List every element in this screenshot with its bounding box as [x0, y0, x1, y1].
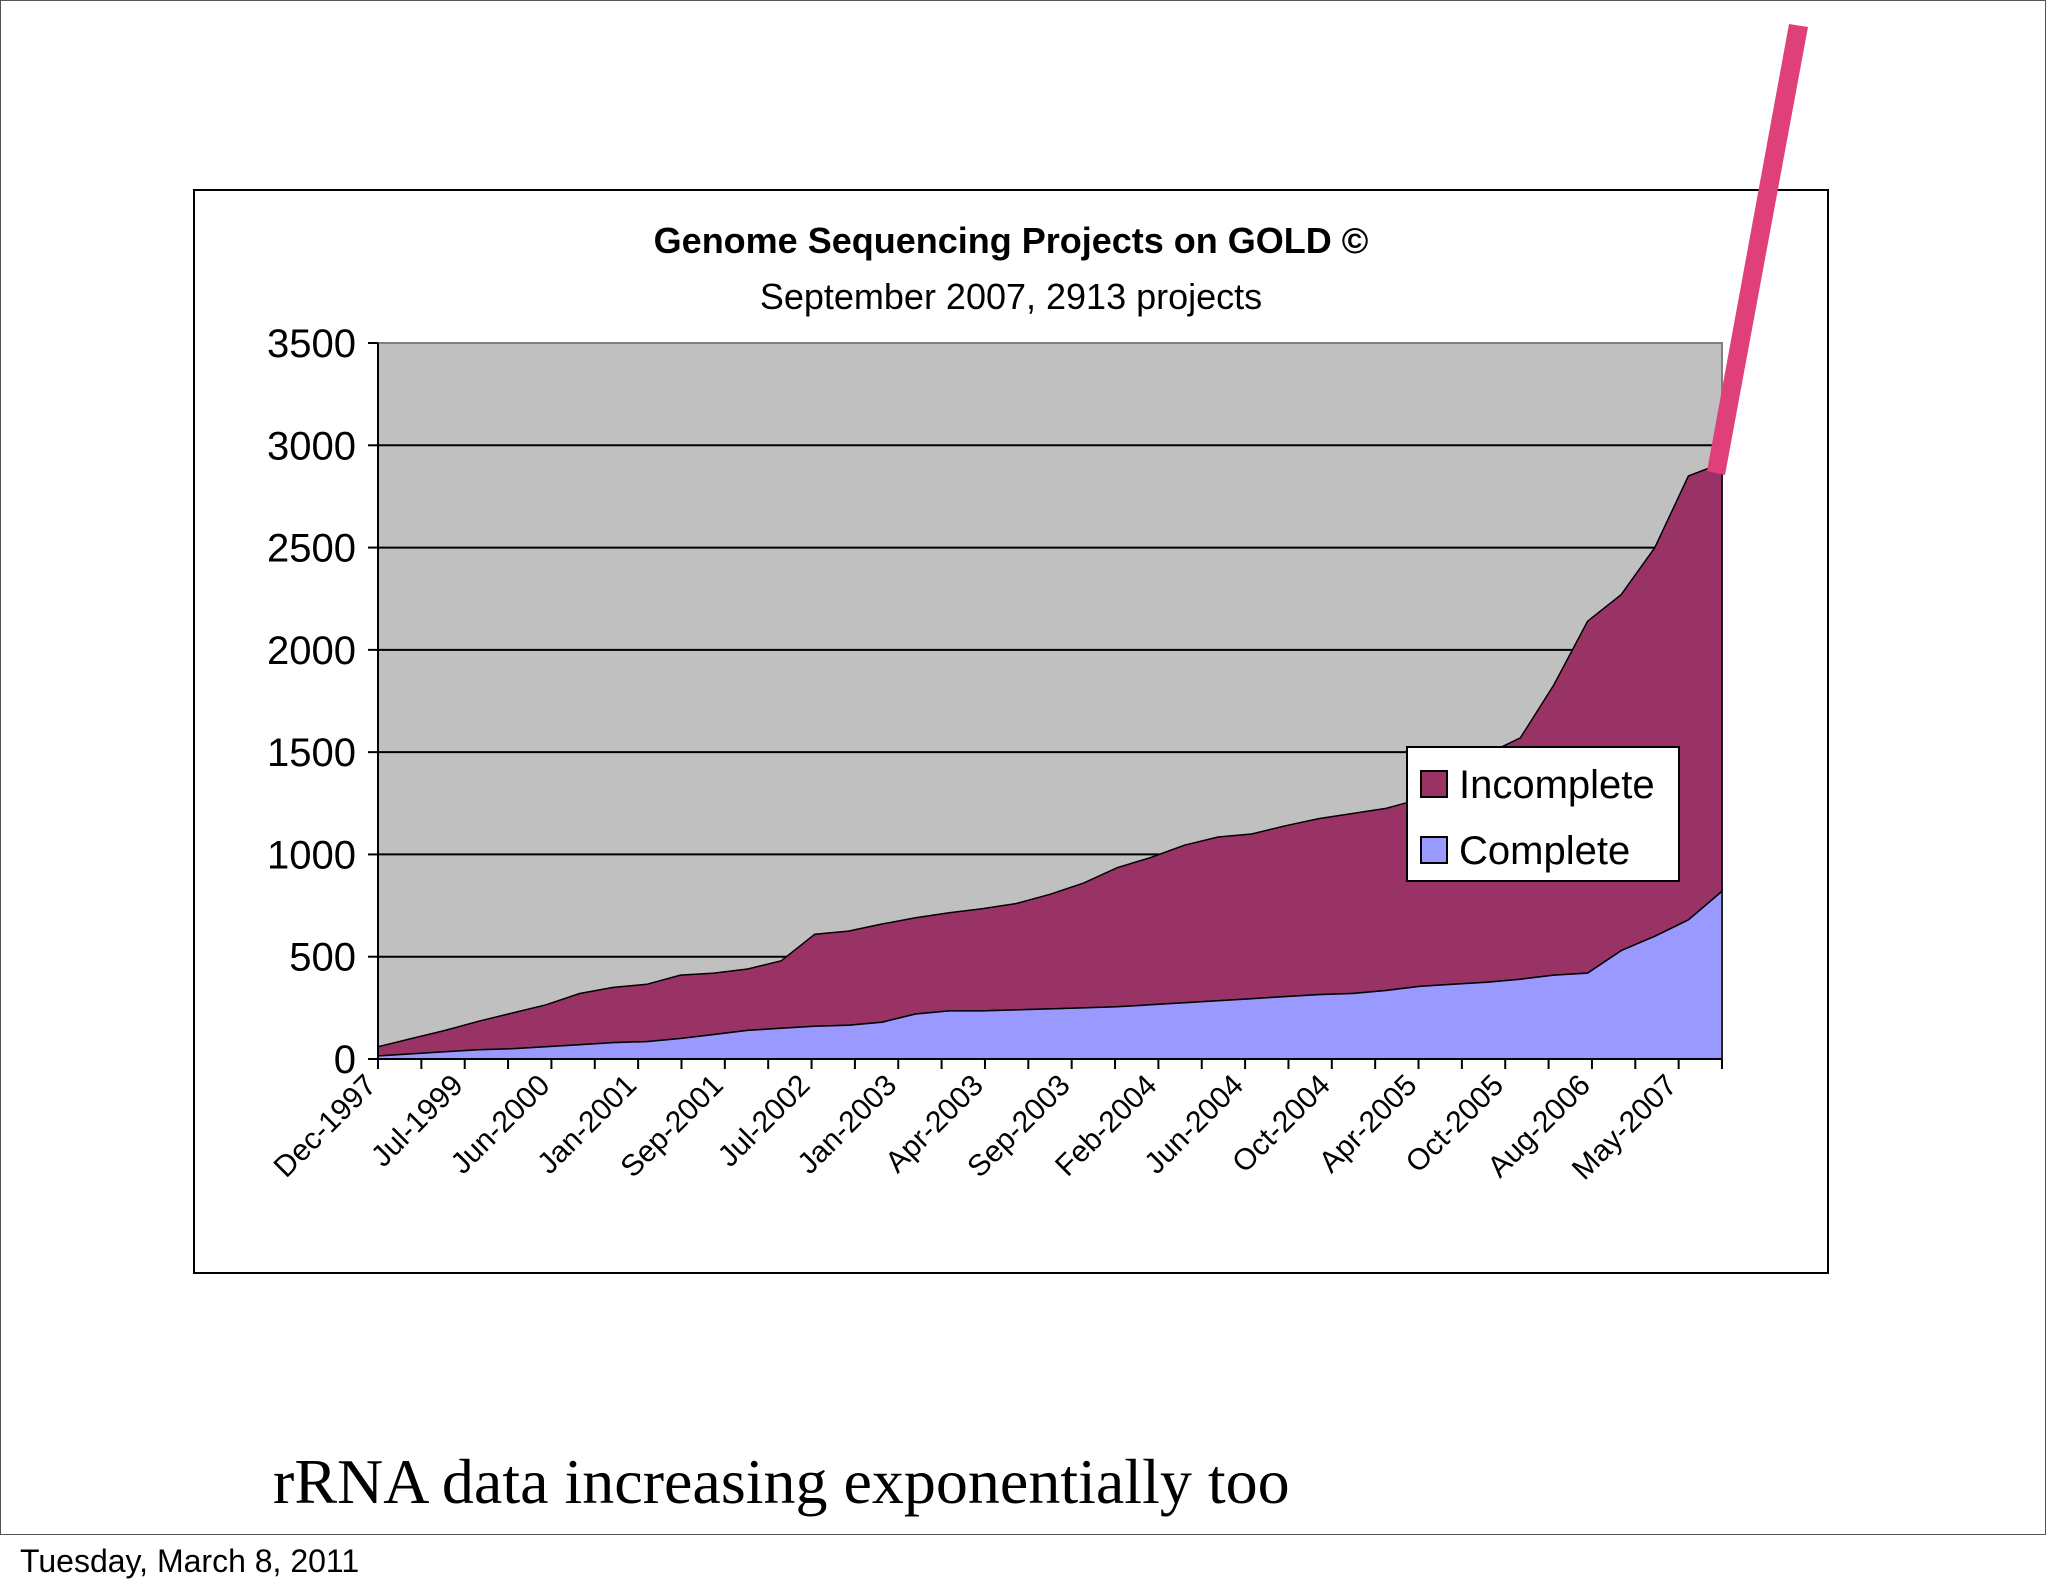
legend-box [1406, 746, 1680, 882]
footer-date: Tuesday, March 8, 2011 [20, 1543, 360, 1579]
y-tick-label: 3000 [267, 424, 356, 468]
slide-caption: rRNA data increasing exponentially too [273, 1446, 1290, 1517]
legend-swatch-complete [1420, 836, 1448, 864]
chart-title: Genome Sequencing Projects on GOLD © [654, 220, 1369, 261]
legend-label-incomplete: Incomplete [1459, 763, 1655, 807]
slide: Genome Sequencing Projects on GOLD © Sep… [0, 0, 2046, 1535]
legend-swatch-incomplete [1420, 770, 1448, 798]
x-tick-label: Dec-1997 [268, 1069, 383, 1184]
legend-label-complete: Complete [1459, 829, 1630, 873]
y-tick-label: 500 [289, 936, 356, 980]
y-tick-label: 1000 [267, 833, 356, 877]
y-tick-label: 0 [334, 1038, 356, 1082]
chart-frame: Genome Sequencing Projects on GOLD © Sep… [193, 189, 1829, 1274]
chart-subtitle: September 2007, 2913 projects [760, 276, 1262, 317]
y-tick-label: 1500 [267, 731, 356, 775]
y-tick-label: 2500 [267, 527, 356, 571]
y-tick-label: 2000 [267, 629, 356, 673]
genome-projects-area-chart: Genome Sequencing Projects on GOLD © Sep… [267, 220, 1723, 1186]
y-tick-label: 3500 [267, 322, 356, 366]
